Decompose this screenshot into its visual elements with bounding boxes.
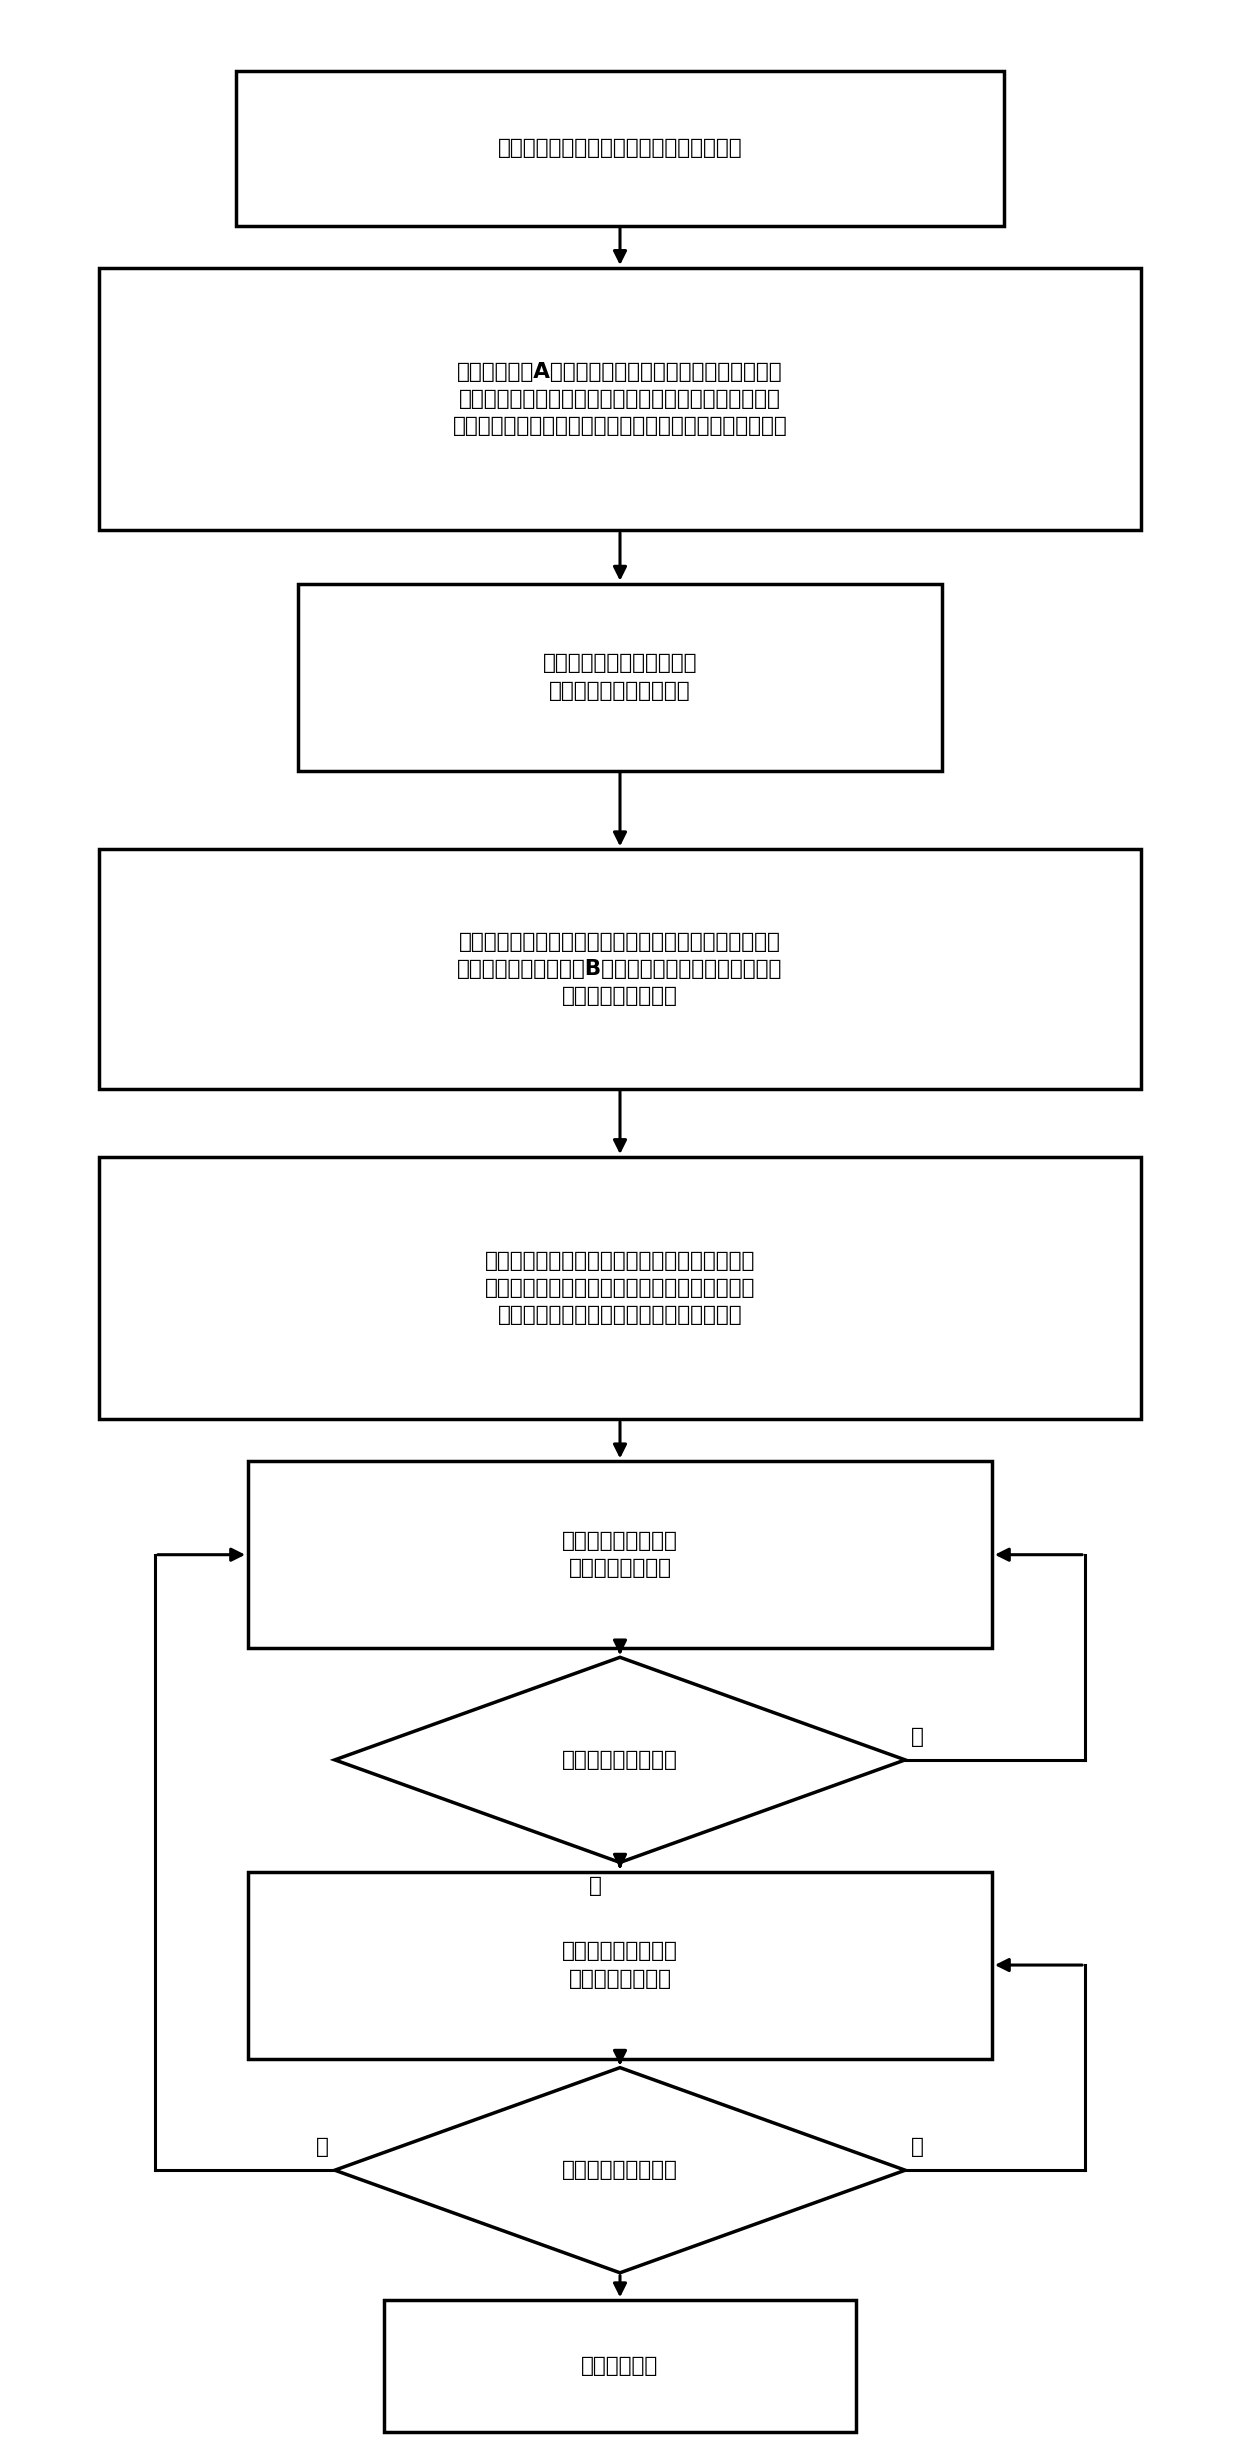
- Text: 是: 是: [589, 1876, 601, 1896]
- Text: 打开第一模拟开关，
关闭第二模拟开关: 打开第一模拟开关， 关闭第二模拟开关: [562, 1531, 678, 1578]
- Text: 确定子强度调制器工作点偏置电压，驱动电路输
出合适偏置电压使子强度调制器、第二子强度调
制器工作在合适偏置点，完成初始化设置；: 确定子强度调制器工作点偏置电压，驱动电路输 出合适偏置电压使子强度调制器、第二子…: [485, 1251, 755, 1325]
- Text: 驱动电路输出偏置电压，使主调制器直流调相臂工作在在
正交点，打开模拟开关B，通过数值分析分别得到两个子
强度调制器比值函数: 驱动电路输出偏置电压，使主调制器直流调相臂工作在在 正交点，打开模拟开关B，通过…: [458, 931, 782, 1007]
- Text: 根据输入射频信号功率比确
定子调制器输入偏压值。: 根据输入射频信号功率比确 定子调制器输入偏压值。: [543, 652, 697, 702]
- FancyBboxPatch shape: [99, 1157, 1141, 1418]
- FancyBboxPatch shape: [384, 2300, 856, 2432]
- Text: 打开模拟开关A，寻找一次谐波峰峰值确定主调制器直流
调相电极的正交点。驱动电路输出合适偏置电压使主调制
器直流调相臂工作在正交点。关闭模拟开关和阶梯波输出。: 打开模拟开关A，寻找一次谐波峰峰值确定主调制器直流 调相电极的正交点。驱动电路输…: [453, 362, 787, 436]
- FancyBboxPatch shape: [298, 583, 942, 771]
- FancyBboxPatch shape: [248, 1871, 992, 2058]
- Text: 时间超过阈值: 时间超过阈值: [582, 2356, 658, 2376]
- Text: 否: 否: [911, 1726, 924, 1748]
- FancyBboxPatch shape: [99, 849, 1141, 1088]
- Polygon shape: [335, 2068, 905, 2272]
- FancyBboxPatch shape: [236, 71, 1004, 227]
- Text: 偏移量小于参考值二: 偏移量小于参考值二: [562, 2159, 678, 2181]
- Text: 是: 是: [316, 2137, 329, 2157]
- Text: 打开第二模拟开关，
关闭第一模拟开关: 打开第二模拟开关， 关闭第一模拟开关: [562, 1943, 678, 1989]
- Text: 偏移量小于参考值一: 偏移量小于参考值一: [562, 1750, 678, 1770]
- FancyBboxPatch shape: [99, 268, 1141, 529]
- Polygon shape: [335, 1657, 905, 1861]
- FancyBboxPatch shape: [248, 1462, 992, 1647]
- Text: 向调制器输入脉冲光，保持射频输入关闭。: 向调制器输入脉冲光，保持射频输入关闭。: [497, 138, 743, 158]
- Text: 否: 否: [911, 2137, 924, 2157]
